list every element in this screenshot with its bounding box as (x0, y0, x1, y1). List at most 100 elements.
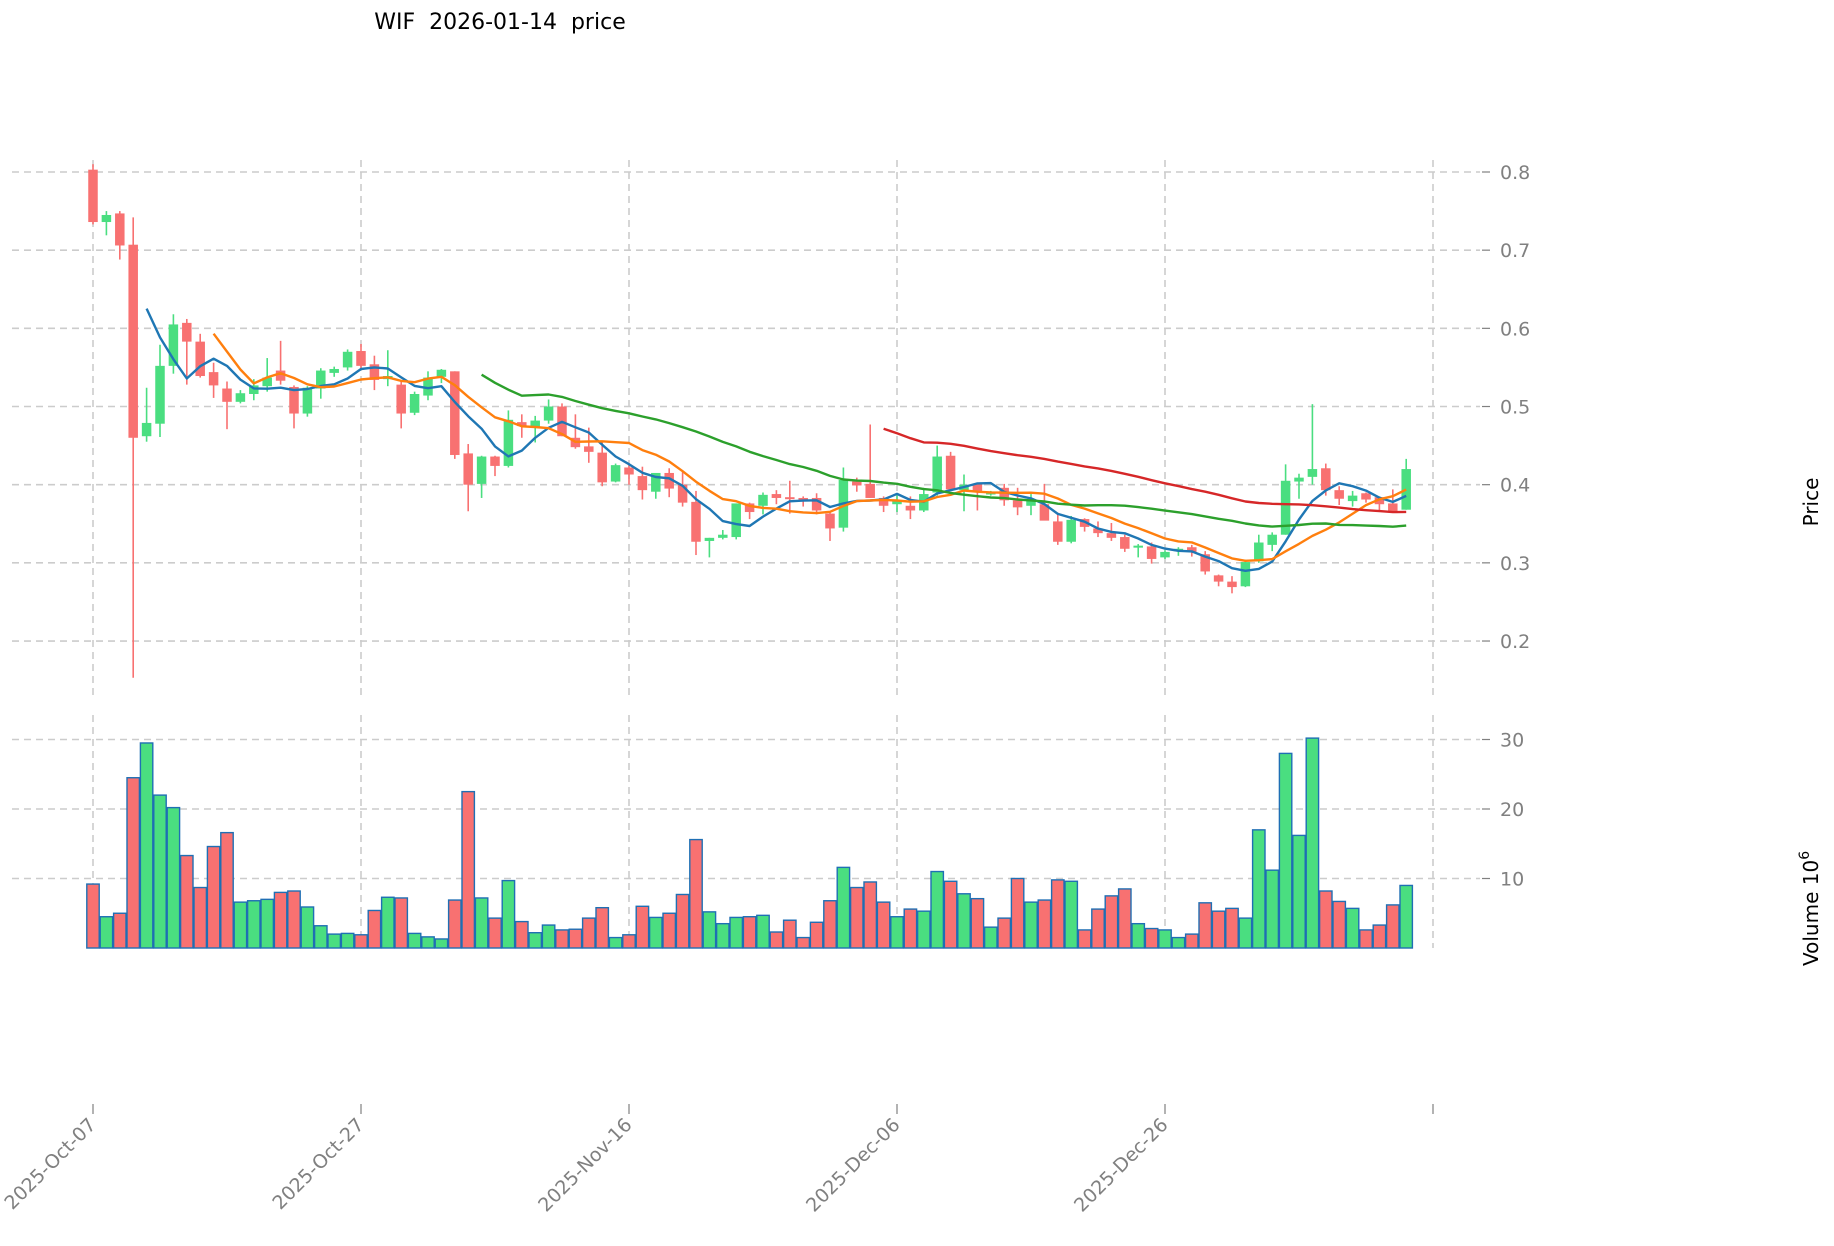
volume-bar (997, 917, 1012, 949)
candle (1347, 490, 1358, 507)
candle-body (1026, 499, 1036, 506)
candle-body (892, 500, 902, 505)
candle-body (771, 494, 782, 498)
candle-body (798, 497, 808, 501)
candle (128, 217, 138, 678)
volume-bar (769, 931, 784, 949)
volume-bar (903, 908, 918, 949)
candle-body (1187, 547, 1197, 552)
candle-body (1334, 490, 1344, 499)
candle (155, 344, 165, 437)
volume-bar (220, 831, 234, 949)
ma-line-ma10 (212, 332, 1407, 562)
candle-body (195, 341, 205, 377)
candle (945, 451, 956, 490)
candle-body (356, 351, 366, 366)
candle-body (1066, 519, 1076, 542)
volume-bar (662, 912, 677, 949)
candle-body (543, 406, 554, 421)
candle-body (517, 422, 527, 427)
candle (838, 467, 849, 532)
volume-bar (112, 912, 127, 949)
candle-body (1267, 534, 1277, 545)
candle-body (1401, 469, 1411, 510)
candle (369, 355, 380, 391)
volume-bar (1010, 877, 1025, 949)
candle (490, 455, 500, 477)
candle-body (1146, 546, 1157, 559)
price-tick-label: 0.6 (1500, 318, 1530, 340)
volume-bar (595, 906, 610, 949)
volume-bar (1318, 890, 1333, 949)
candle (342, 349, 353, 371)
ma-line-ma60 (883, 427, 1407, 514)
volume-bar (474, 897, 489, 949)
price-tick-label: 0.8 (1500, 162, 1530, 184)
candle (771, 490, 782, 505)
volume-bar (260, 898, 275, 949)
volume-bar (434, 938, 449, 949)
volume-bar (367, 909, 382, 949)
candle-body (758, 494, 768, 506)
candle (115, 211, 125, 260)
candle-body (664, 472, 674, 489)
volume-bar (1265, 869, 1280, 949)
volume-bar (1077, 929, 1092, 949)
candle (610, 463, 621, 483)
grid-lines (12, 160, 1480, 948)
candle-body (637, 476, 648, 491)
volume-bar (1251, 829, 1266, 949)
candle (932, 445, 942, 496)
candle (1280, 464, 1291, 535)
candle-body (1093, 528, 1103, 534)
price-tick-label: 0.3 (1500, 553, 1530, 575)
candle (892, 494, 902, 513)
volume-bar (1117, 888, 1132, 949)
candle (1066, 515, 1076, 544)
volume-bar (488, 917, 502, 949)
volume-bar (943, 880, 958, 949)
volume-bar (313, 925, 328, 949)
volume-bar (849, 886, 864, 949)
candle (704, 537, 715, 558)
volume-bar (1024, 901, 1038, 949)
candle-body (1280, 480, 1291, 535)
volume-bar (782, 919, 797, 949)
candle-body (584, 446, 594, 452)
candle-body (852, 481, 862, 486)
volume-bar (1131, 922, 1146, 949)
candle (758, 492, 768, 515)
candle-body (1012, 500, 1023, 508)
volume-bar (957, 893, 971, 949)
volume-panel (86, 737, 1414, 949)
volume-bar (1050, 879, 1065, 949)
candle-body (1053, 521, 1063, 542)
volume-bar (1278, 752, 1293, 949)
volume-bar (1238, 917, 1253, 949)
price-axis-label: Price (1799, 478, 1823, 527)
candle-body (1361, 493, 1371, 500)
volume-bar (86, 883, 100, 949)
volume-bar (206, 845, 221, 949)
volume-axis-label: Volume 106 (1797, 851, 1823, 966)
candle-body (235, 393, 246, 402)
candle-body (1120, 537, 1130, 549)
candle-body (436, 369, 447, 377)
candle-body (289, 386, 299, 414)
volume-bar (340, 932, 355, 949)
candle (865, 424, 875, 498)
volume-bar (273, 891, 288, 949)
candle-body (476, 456, 487, 484)
candle (503, 410, 514, 468)
volume-bar (407, 932, 422, 949)
candle (825, 511, 835, 541)
candle (101, 211, 112, 236)
candle (302, 386, 313, 417)
candle (195, 333, 205, 378)
candle-body (945, 455, 956, 490)
moving-average-lines (145, 308, 1407, 572)
candle-body (141, 422, 152, 437)
candle-body (677, 484, 688, 503)
candle (785, 480, 795, 514)
volume-bar (702, 911, 717, 949)
